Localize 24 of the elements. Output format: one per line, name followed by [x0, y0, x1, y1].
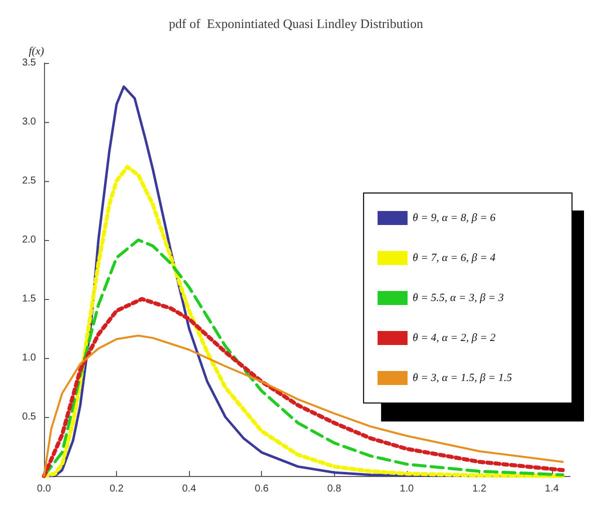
legend-label: θ = 4, α = 2, β = 2 [412, 332, 496, 344]
y-tick-label: 2.0 [22, 234, 36, 246]
y-tick-label: 3.5 [22, 58, 36, 68]
y-axis-title: f(x) [28, 46, 44, 58]
x-tick-label: 1.0 [400, 484, 414, 494]
legend-label: θ = 9, α = 8, β = 6 [412, 212, 496, 224]
legend-label: θ = 7, α = 6, β = 4 [412, 252, 496, 264]
x-tick-label: 0.2 [110, 484, 124, 494]
y-tick-label: 1.5 [22, 294, 36, 304]
x-tick-label: 1.2 [472, 484, 487, 494]
y-tick-label: 1.0 [22, 352, 36, 364]
legend-label: θ = 3, α = 1.5, β = 1.5 [412, 372, 512, 384]
legend-label: θ = 5.5, α = 3, β = 3 [412, 292, 504, 304]
x-tick-label: 0.0 [37, 484, 52, 494]
x-tick-label: 0.4 [182, 484, 196, 494]
x-tick-label: 1.4 [544, 484, 560, 494]
x-tick-label: 0.6 [254, 484, 270, 494]
line-series [43, 334, 564, 477]
y-tick-label: 0.5 [22, 412, 36, 422]
chart-title: pdf of Exponintiated Quasi Lindley Distribution [168, 16, 424, 31]
y-tick-label: 2.5 [22, 176, 36, 186]
line-series [42, 164, 565, 478]
x-tick-label: 0.8 [327, 484, 342, 494]
y-tick-label: 3.0 [22, 116, 36, 128]
